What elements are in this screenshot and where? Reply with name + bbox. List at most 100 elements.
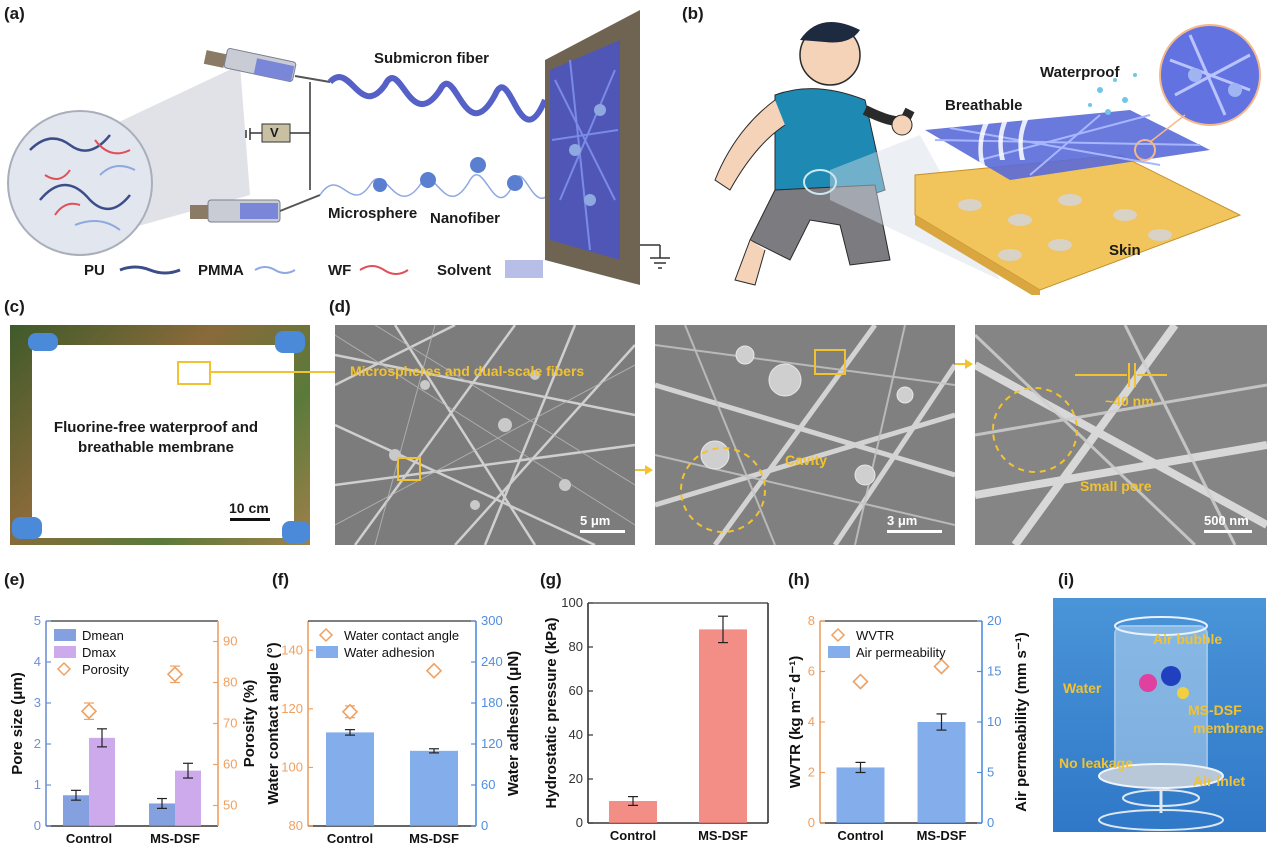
scale-bar-10cm [230, 518, 270, 521]
membrane-layer [925, 110, 1210, 180]
y-tick-label: 0 [34, 818, 41, 833]
diamond-marker-wvtr [852, 673, 869, 690]
solvent-legend-swatch [505, 260, 543, 278]
solution-circle [7, 110, 153, 256]
x-tick-label: MS-DSF [150, 831, 200, 843]
legend-marker [830, 627, 846, 643]
sem1-scale-bar: 5 μm [580, 513, 625, 533]
glove-bottom-right [282, 521, 310, 543]
sem-low-mag-texture [335, 325, 635, 545]
sem3-scale-bar: 500 nm [1204, 513, 1252, 533]
sem3-scale-label: 500 nm [1204, 513, 1249, 528]
panel-b: (b) [680, 0, 1267, 295]
y-tick-label: 140 [281, 642, 303, 657]
y-tick-label: 40 [569, 727, 583, 742]
bar-air-permeability [836, 767, 885, 823]
no-leakage-label: No leakage [1059, 755, 1133, 771]
y2-axis-title: Water adhesion (μN) [505, 651, 522, 796]
y2-tick-label: 60 [481, 777, 495, 792]
y-axis-title: Hydrostatic pressure (kPa) [543, 618, 560, 809]
y2-tick-label: 90 [223, 634, 237, 649]
panel-b-label: (b) [682, 4, 704, 23]
diamond-marker-water-contact-angle [341, 703, 359, 720]
microsphere-label: Microsphere [328, 205, 418, 222]
legend-pu: PU [84, 262, 105, 279]
wearer-illustration [714, 22, 1261, 295]
panel-c-label: (c) [4, 297, 25, 316]
sem1-caption: Microspheres and dual-scale fibers [350, 363, 585, 379]
y-tick-label: 5 [34, 613, 41, 628]
x-tick-label: Control [610, 828, 656, 843]
y2-tick-label: 10 [987, 714, 1001, 729]
diamond-marker-porosity [80, 703, 98, 720]
bar-air-permeability [917, 722, 966, 823]
air-inlet-label: Air inlet [1193, 773, 1246, 789]
bar-water-adhesion [326, 732, 374, 826]
y-tick-label: 4 [808, 714, 815, 729]
y2-tick-label: 0 [987, 815, 994, 830]
bar-hydrostatic-pressure [699, 629, 747, 823]
y2-axis-title: Air permeability (mm s⁻¹) [1013, 632, 1030, 812]
pu-legend-line [119, 265, 181, 275]
legend-swatch [316, 646, 338, 658]
y-tick-label: 80 [569, 639, 583, 654]
sem2-scale-label: 3 μm [887, 513, 918, 528]
sem-image-mid-mag [655, 325, 955, 545]
waterproof-label: Waterproof [1040, 64, 1120, 81]
legend-marker [318, 627, 334, 643]
y-tick-label: 120 [281, 701, 303, 716]
y-axis-title: WVTR (kg m⁻² d⁻¹) [787, 656, 804, 788]
fiber-mat [550, 40, 620, 260]
y2-tick-label: 60 [223, 757, 237, 772]
panel-i-label: (i) [1058, 570, 1075, 589]
y-tick-label: 4 [34, 654, 41, 669]
y2-tick-label: 240 [481, 654, 503, 669]
sem2-caption: Cavity [785, 452, 828, 468]
sem2-scale-bar: 3 μm [887, 513, 942, 533]
legend-swatch [828, 646, 850, 658]
y-tick-label: 8 [808, 613, 815, 628]
y-tick-label: 3 [34, 695, 41, 710]
legend-solvent: Solvent [437, 262, 492, 279]
bar-water-adhesion [410, 750, 458, 826]
panel-f-label: (f) [272, 570, 289, 589]
y2-tick-label: 80 [223, 675, 237, 690]
membrane-sheet [32, 345, 294, 538]
legend-label: Dmax [82, 645, 116, 660]
diamond-marker-wvtr [933, 658, 950, 675]
y-tick-label: 0 [576, 815, 583, 830]
panel-d: (d) Microspheres and dual-scale fibers 5… [315, 295, 1267, 550]
y-tick-label: 2 [34, 736, 41, 751]
panel-a-label: (a) [4, 4, 25, 23]
glove-top-right [275, 331, 305, 353]
glove-bottom-left [12, 517, 42, 539]
submicron-fiber-label: Submicron fiber [374, 50, 490, 67]
y-tick-label: 0 [808, 815, 815, 830]
sem1-scale-label: 5 μm [580, 513, 611, 528]
legend-pmma: PMMA [198, 262, 244, 279]
y-tick-label: 100 [561, 595, 583, 610]
membrane-label-1: MS-DSF [1188, 702, 1242, 718]
legend-marker [56, 661, 72, 677]
y-tick-label: 80 [289, 818, 303, 833]
diamond-marker-water-contact-angle [425, 662, 443, 679]
skin-label: Skin [1109, 242, 1141, 259]
y2-tick-label: 0 [481, 818, 488, 833]
y-tick-label: 20 [569, 771, 583, 786]
runner-shorts [749, 184, 891, 266]
panel-g-label: (g) [540, 570, 562, 589]
sem-image-high-mag [975, 325, 1267, 545]
nanofiber-label: Nanofiber [430, 210, 501, 227]
panel-c: (c) Fluorine-free waterproof and breatha… [0, 295, 315, 550]
pmma-legend-line [254, 266, 296, 274]
legend-swatch [54, 629, 76, 641]
bar-d-max [175, 770, 201, 826]
sem3-fiber-size: ~40 nm [1105, 393, 1154, 409]
y-tick-label: 60 [569, 683, 583, 698]
x-tick-label: Control [837, 828, 883, 843]
syringe-bottom [190, 194, 321, 223]
y2-axis-title: Porosity (%) [241, 680, 258, 768]
x-tick-label: Control [327, 831, 373, 843]
electrospinning-schematic [7, 10, 670, 285]
bar-d-max [89, 737, 115, 826]
